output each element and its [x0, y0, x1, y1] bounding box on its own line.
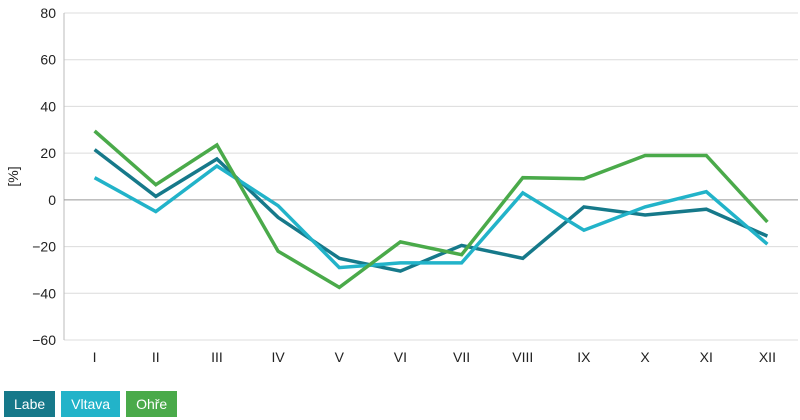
y-tick-label: 20: [40, 145, 56, 161]
y-tick-label: −40: [32, 285, 56, 301]
legend: Labe Vltava Ohře: [4, 391, 178, 417]
x-tick-label: X: [640, 349, 650, 365]
y-tick-label: 0: [48, 192, 56, 208]
y-tick-labels: 80 60 40 20 0 −20 −40 −60: [32, 5, 56, 348]
legend-item: Vltava: [61, 391, 121, 417]
y-axis-label: [%]: [5, 166, 21, 186]
x-tick-label: VI: [394, 349, 407, 365]
y-tick-label: −20: [32, 239, 56, 255]
y-tick-label: 40: [40, 98, 56, 114]
x-tick-labels: I II III IV V VI VII VIII IX X XI XII: [93, 349, 776, 365]
series-lines: [93, 129, 769, 290]
legend-item: Ohře: [126, 391, 178, 417]
x-tick-label: VII: [453, 349, 470, 365]
x-tick-label: III: [211, 349, 223, 365]
x-tick-label: IV: [271, 349, 285, 365]
y-tick-label: −60: [32, 332, 56, 348]
y-tick-label: 60: [40, 52, 56, 68]
x-tick-label: XI: [700, 349, 713, 365]
x-tick-label: I: [93, 349, 97, 365]
y-tick-label: 80: [40, 5, 56, 21]
x-tick-label: VIII: [512, 349, 533, 365]
x-tick-label: XII: [759, 349, 776, 365]
x-tick-label: V: [335, 349, 345, 365]
legend-item: Labe: [4, 391, 56, 417]
series-line-ohře: [93, 129, 769, 290]
series-line-labe: [93, 148, 769, 273]
x-tick-label: IX: [577, 349, 591, 365]
series-line-vltava: [93, 163, 769, 270]
x-tick-label: II: [152, 349, 160, 365]
grid-lines: [63, 12, 798, 341]
